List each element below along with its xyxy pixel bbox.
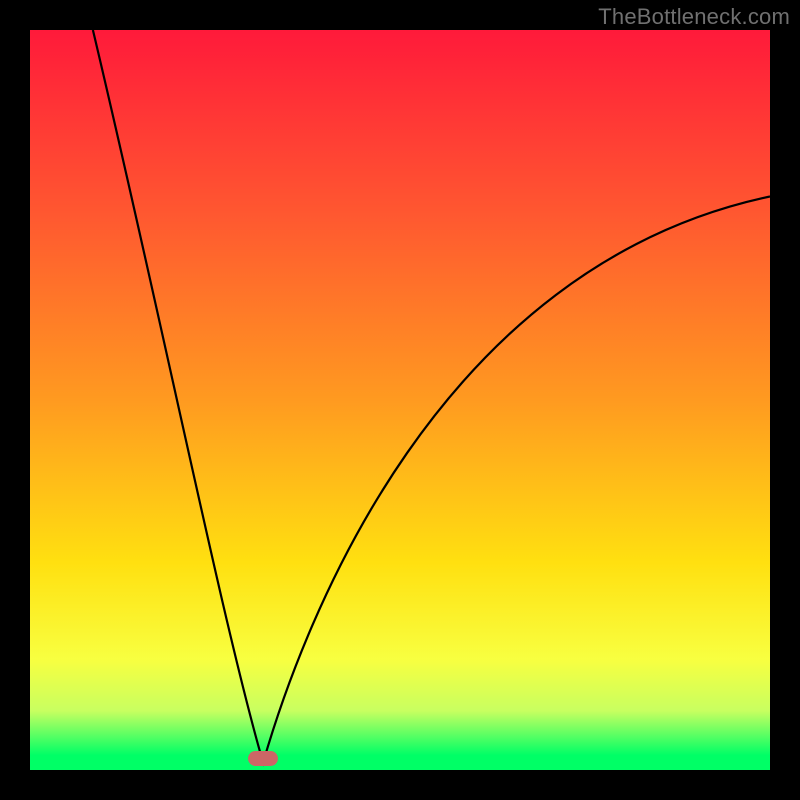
- bottleneck-curve: [30, 30, 770, 770]
- chart-container: TheBottleneck.com: [0, 0, 800, 800]
- watermark-text: TheBottleneck.com: [598, 4, 790, 30]
- plot-area: [30, 30, 770, 770]
- apex-marker: [248, 751, 278, 766]
- curve-path: [93, 30, 770, 763]
